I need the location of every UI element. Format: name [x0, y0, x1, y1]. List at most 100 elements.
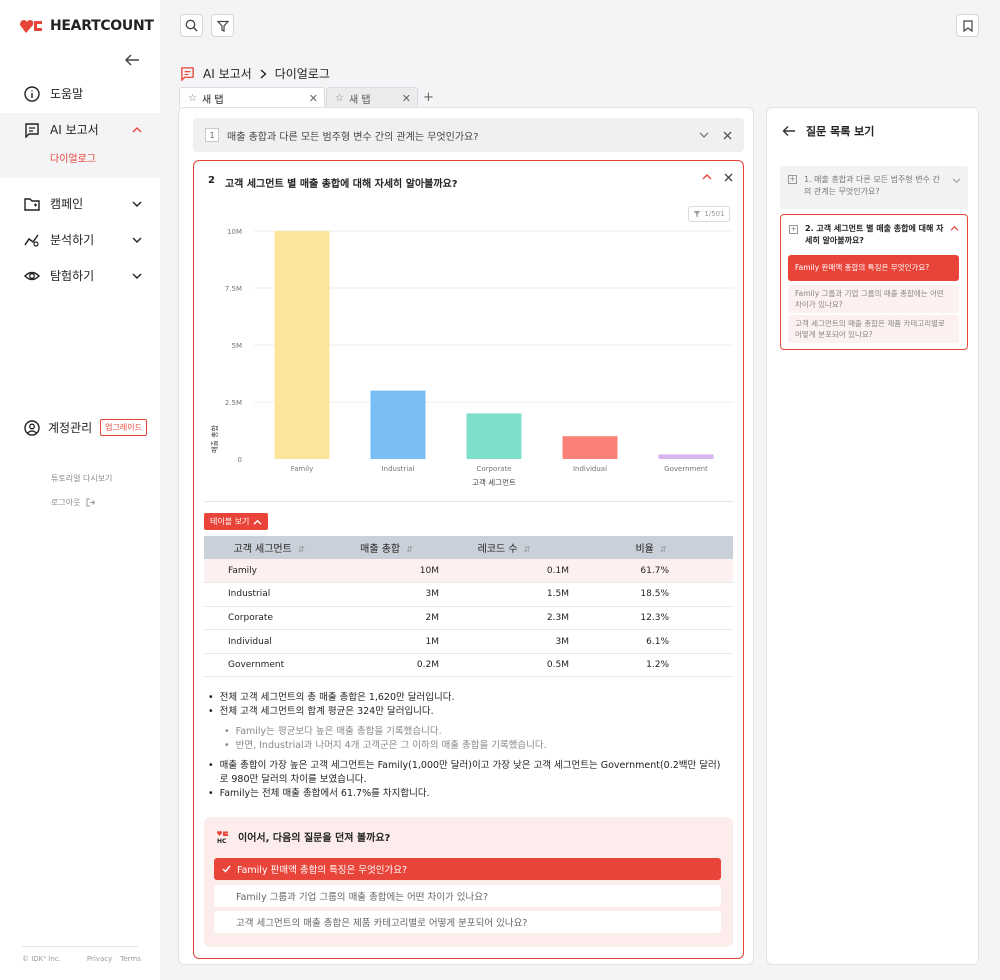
table-cell: 2M	[334, 606, 439, 631]
brand-name: HEARTCOUNT	[50, 18, 154, 34]
insight-subitem: • Family는 평균보다 높은 매출 총합을 기록했습니다.	[224, 726, 442, 737]
question-list-item-2[interactable]: + 2. 고객 세그먼트 별 매출 총합에 대해 자세히 알아볼까요? Fami…	[780, 214, 968, 350]
chevron-down-icon	[952, 178, 961, 184]
x-tick-label: Government	[664, 465, 708, 473]
question-list-subitem[interactable]: Family 그룹과 기업 그룹의 매출 총합에는 어떤 차이가 있나요?	[788, 285, 959, 313]
chevron-up-icon[interactable]	[702, 173, 712, 181]
column-header[interactable]: 고객 세그먼트 ⇵	[204, 536, 334, 559]
question-list-subitem-selected[interactable]: Family 판매액 총합의 특징은 무엇인가요?	[788, 255, 959, 281]
question-list-item-1[interactable]: + 1. 매출 총합과 다른 모든 범주형 변수 간의 관계는 무엇인가요?	[780, 166, 968, 209]
filter-icon	[694, 211, 701, 218]
chevron-right-icon	[260, 68, 267, 79]
nav-campaign[interactable]: 캠페인	[24, 195, 144, 212]
nav-help[interactable]: 도움말	[24, 85, 144, 102]
bar-family	[274, 231, 330, 459]
info-icon	[24, 85, 40, 102]
question-list-header[interactable]: 질문 목록 보기	[782, 123, 874, 139]
column-header[interactable]: 매출 총합 ⇵	[334, 536, 439, 559]
logout-link[interactable]: 로그아웃	[51, 497, 96, 508]
bar-government	[658, 454, 714, 459]
collapse-sidebar-icon[interactable]	[123, 52, 141, 68]
add-tab-icon[interactable]: +	[423, 90, 434, 105]
chevron-up-icon	[253, 519, 262, 525]
close-icon[interactable]	[723, 131, 732, 140]
brand-logo[interactable]: HEARTCOUNT	[20, 18, 154, 34]
logout-label: 로그아웃	[51, 498, 81, 507]
x-tick-label: Individual	[573, 465, 607, 473]
y-tick-label: 2.5M	[225, 399, 242, 407]
folder-icon	[24, 197, 40, 211]
x-tick-label: Industrial	[382, 465, 415, 473]
question-2-header: 2 고객 세그먼트 별 매출 총합에 대해 자세히 알아볼까요?	[208, 175, 458, 190]
nav-explore-label: 탐험하기	[50, 269, 95, 283]
tutorial-link[interactable]: 튜토리얼 다시보기	[51, 474, 113, 483]
table-cell: 18.5%	[569, 582, 733, 607]
table-row[interactable]: Government 0.2M 0.5M 1.2%	[204, 653, 733, 678]
tab-label: 새 탭	[348, 94, 371, 106]
close-tab-icon[interactable]: ✕	[401, 91, 411, 105]
table-cell: 6.1%	[569, 629, 733, 654]
table-cell: 1.2%	[569, 653, 733, 678]
bar-industrial	[370, 390, 426, 459]
breadcrumb-root[interactable]: AI 보고서	[203, 67, 252, 81]
table-row[interactable]: Individual 1M 3M 6.1%	[204, 629, 733, 654]
breadcrumb: AI 보고서 다이얼로그	[180, 65, 330, 82]
insight-item: • 전체 고객 세그먼트의 총 매출 총합은 1,620만 달러입니다.	[208, 692, 455, 703]
search-button[interactable]	[180, 14, 203, 37]
close-tab-icon[interactable]: ✕	[308, 91, 318, 105]
question-list-subitem[interactable]: 고객 세그먼트의 매출 총합은 제품 카테고리별로 어떻게 분포되어 있나요?	[788, 315, 959, 343]
account-settings[interactable]: 계정관리 업그레이드	[24, 419, 147, 436]
table-header-row: 고객 세그먼트 ⇵ 매출 총합 ⇵ 레코드 수 ⇵ 비율 ⇵	[204, 536, 733, 559]
table-cell: 0.2M	[334, 653, 439, 678]
record-filter-chip[interactable]: 1/501	[688, 206, 730, 222]
sidebar-footer: © IDK² Inc. Privacy Terms	[22, 955, 141, 963]
table-cell: 1M	[334, 629, 439, 654]
x-axis-label: 고객 세그먼트	[472, 477, 516, 487]
nav-ai-report-label: AI 보고서	[50, 123, 99, 137]
insight-list: • 전체 고객 세그먼트의 총 매출 총합은 1,620만 달러입니다. • 전체 …	[208, 691, 728, 801]
chevron-down-icon	[132, 201, 142, 207]
tab-new-2[interactable]: ☆ 새 탭 ✕	[326, 87, 418, 108]
table-cell: 61.7%	[569, 559, 733, 584]
nav-ai-report[interactable]: AI 보고서	[24, 121, 144, 138]
report-icon	[181, 67, 194, 81]
footer-divider	[22, 946, 138, 947]
close-icon[interactable]	[724, 173, 733, 182]
nav-dialog-subitem[interactable]: 다이얼로그	[50, 154, 96, 165]
privacy-link[interactable]: Privacy	[86, 955, 113, 963]
table-cell: 1.5M	[439, 582, 569, 607]
bookmark-button[interactable]	[956, 14, 979, 37]
eye-icon	[24, 271, 40, 280]
upgrade-badge[interactable]: 업그레이드	[100, 419, 147, 436]
followup-option[interactable]: 고객 세그먼트의 매출 총합은 제품 카테고리별로 어떻게 분포되어 있나요?	[214, 911, 721, 933]
table-toggle-label: 테이블 보기	[210, 517, 250, 526]
sort-icon: ⇵	[297, 545, 305, 554]
insight-subitem: • 반면, Industrial과 나머지 4개 고객군은 그 이하의 매출 총합…	[224, 740, 547, 751]
table-row[interactable]: Family 10M 0.1M 61.7%	[204, 559, 733, 584]
nav-help-label: 도움말	[50, 87, 84, 101]
bar-corporate	[466, 413, 522, 459]
table-cell: Government	[204, 653, 334, 678]
table-row[interactable]: Corporate 2M 2.3M 12.3%	[204, 606, 733, 631]
question-1-collapsed[interactable]: 1 매출 총합과 다른 모든 범주형 변수 간의 관계는 무엇인가요?	[193, 118, 744, 152]
column-header[interactable]: 레코드 수 ⇵	[439, 536, 569, 559]
insight-item: • 매출 총합이 가장 높은 고객 세그먼트는 Family(1,000만 달러)…	[208, 760, 721, 785]
tab-new-1[interactable]: ☆ 새 탭 ✕	[179, 87, 325, 108]
x-tick-label: Corporate	[477, 465, 512, 473]
nav-analysis[interactable]: 분석하기	[24, 231, 144, 248]
column-header[interactable]: 비율 ⇵	[569, 536, 733, 559]
followup-option[interactable]: Family 그룹과 기업 그룹의 매출 총합에는 어떤 차이가 있나요?	[214, 885, 721, 907]
filter-button[interactable]	[211, 14, 234, 37]
terms-link[interactable]: Terms	[120, 955, 141, 963]
search-icon	[185, 19, 198, 32]
table-row[interactable]: Industrial 3M 1.5M 18.5%	[204, 582, 733, 607]
filter-chip-label: 1/501	[704, 210, 725, 218]
table-cell: Corporate	[204, 606, 334, 631]
followup-option-selected[interactable]: Family 판매액 총합의 특징은 무엇인가요?	[214, 858, 721, 880]
x-tick-label: Family	[291, 465, 314, 473]
table-toggle-button[interactable]: 테이블 보기	[204, 513, 269, 530]
question-number: 1	[205, 128, 219, 142]
nav-explore[interactable]: 탐험하기	[24, 267, 144, 284]
chevron-down-icon[interactable]	[699, 131, 709, 139]
bar-individual	[562, 436, 618, 459]
